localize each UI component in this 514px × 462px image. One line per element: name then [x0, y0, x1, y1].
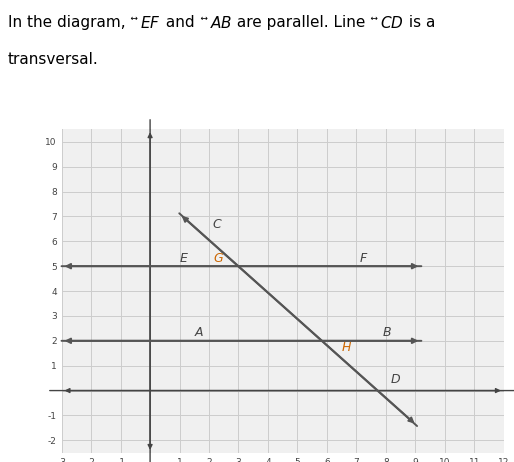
- Text: F: F: [359, 252, 366, 266]
- Text: In the diagram,: In the diagram,: [8, 15, 131, 30]
- Text: E: E: [179, 252, 188, 266]
- Text: and: and: [161, 15, 200, 30]
- Text: are parallel. Line: are parallel. Line: [232, 15, 370, 30]
- Text: $\overleftrightarrow{CD}$: $\overleftrightarrow{CD}$: [370, 15, 404, 31]
- Text: B: B: [383, 326, 392, 339]
- Text: H: H: [342, 341, 351, 354]
- Text: D: D: [390, 373, 400, 386]
- Text: C: C: [212, 218, 221, 231]
- Text: transversal.: transversal.: [8, 52, 99, 67]
- Text: $\overleftrightarrow{EF}$: $\overleftrightarrow{EF}$: [131, 15, 161, 31]
- Text: $\overleftrightarrow{AB}$: $\overleftrightarrow{AB}$: [200, 15, 232, 31]
- Text: G: G: [213, 252, 223, 266]
- Text: is a: is a: [404, 15, 435, 30]
- Text: A: A: [194, 326, 203, 339]
